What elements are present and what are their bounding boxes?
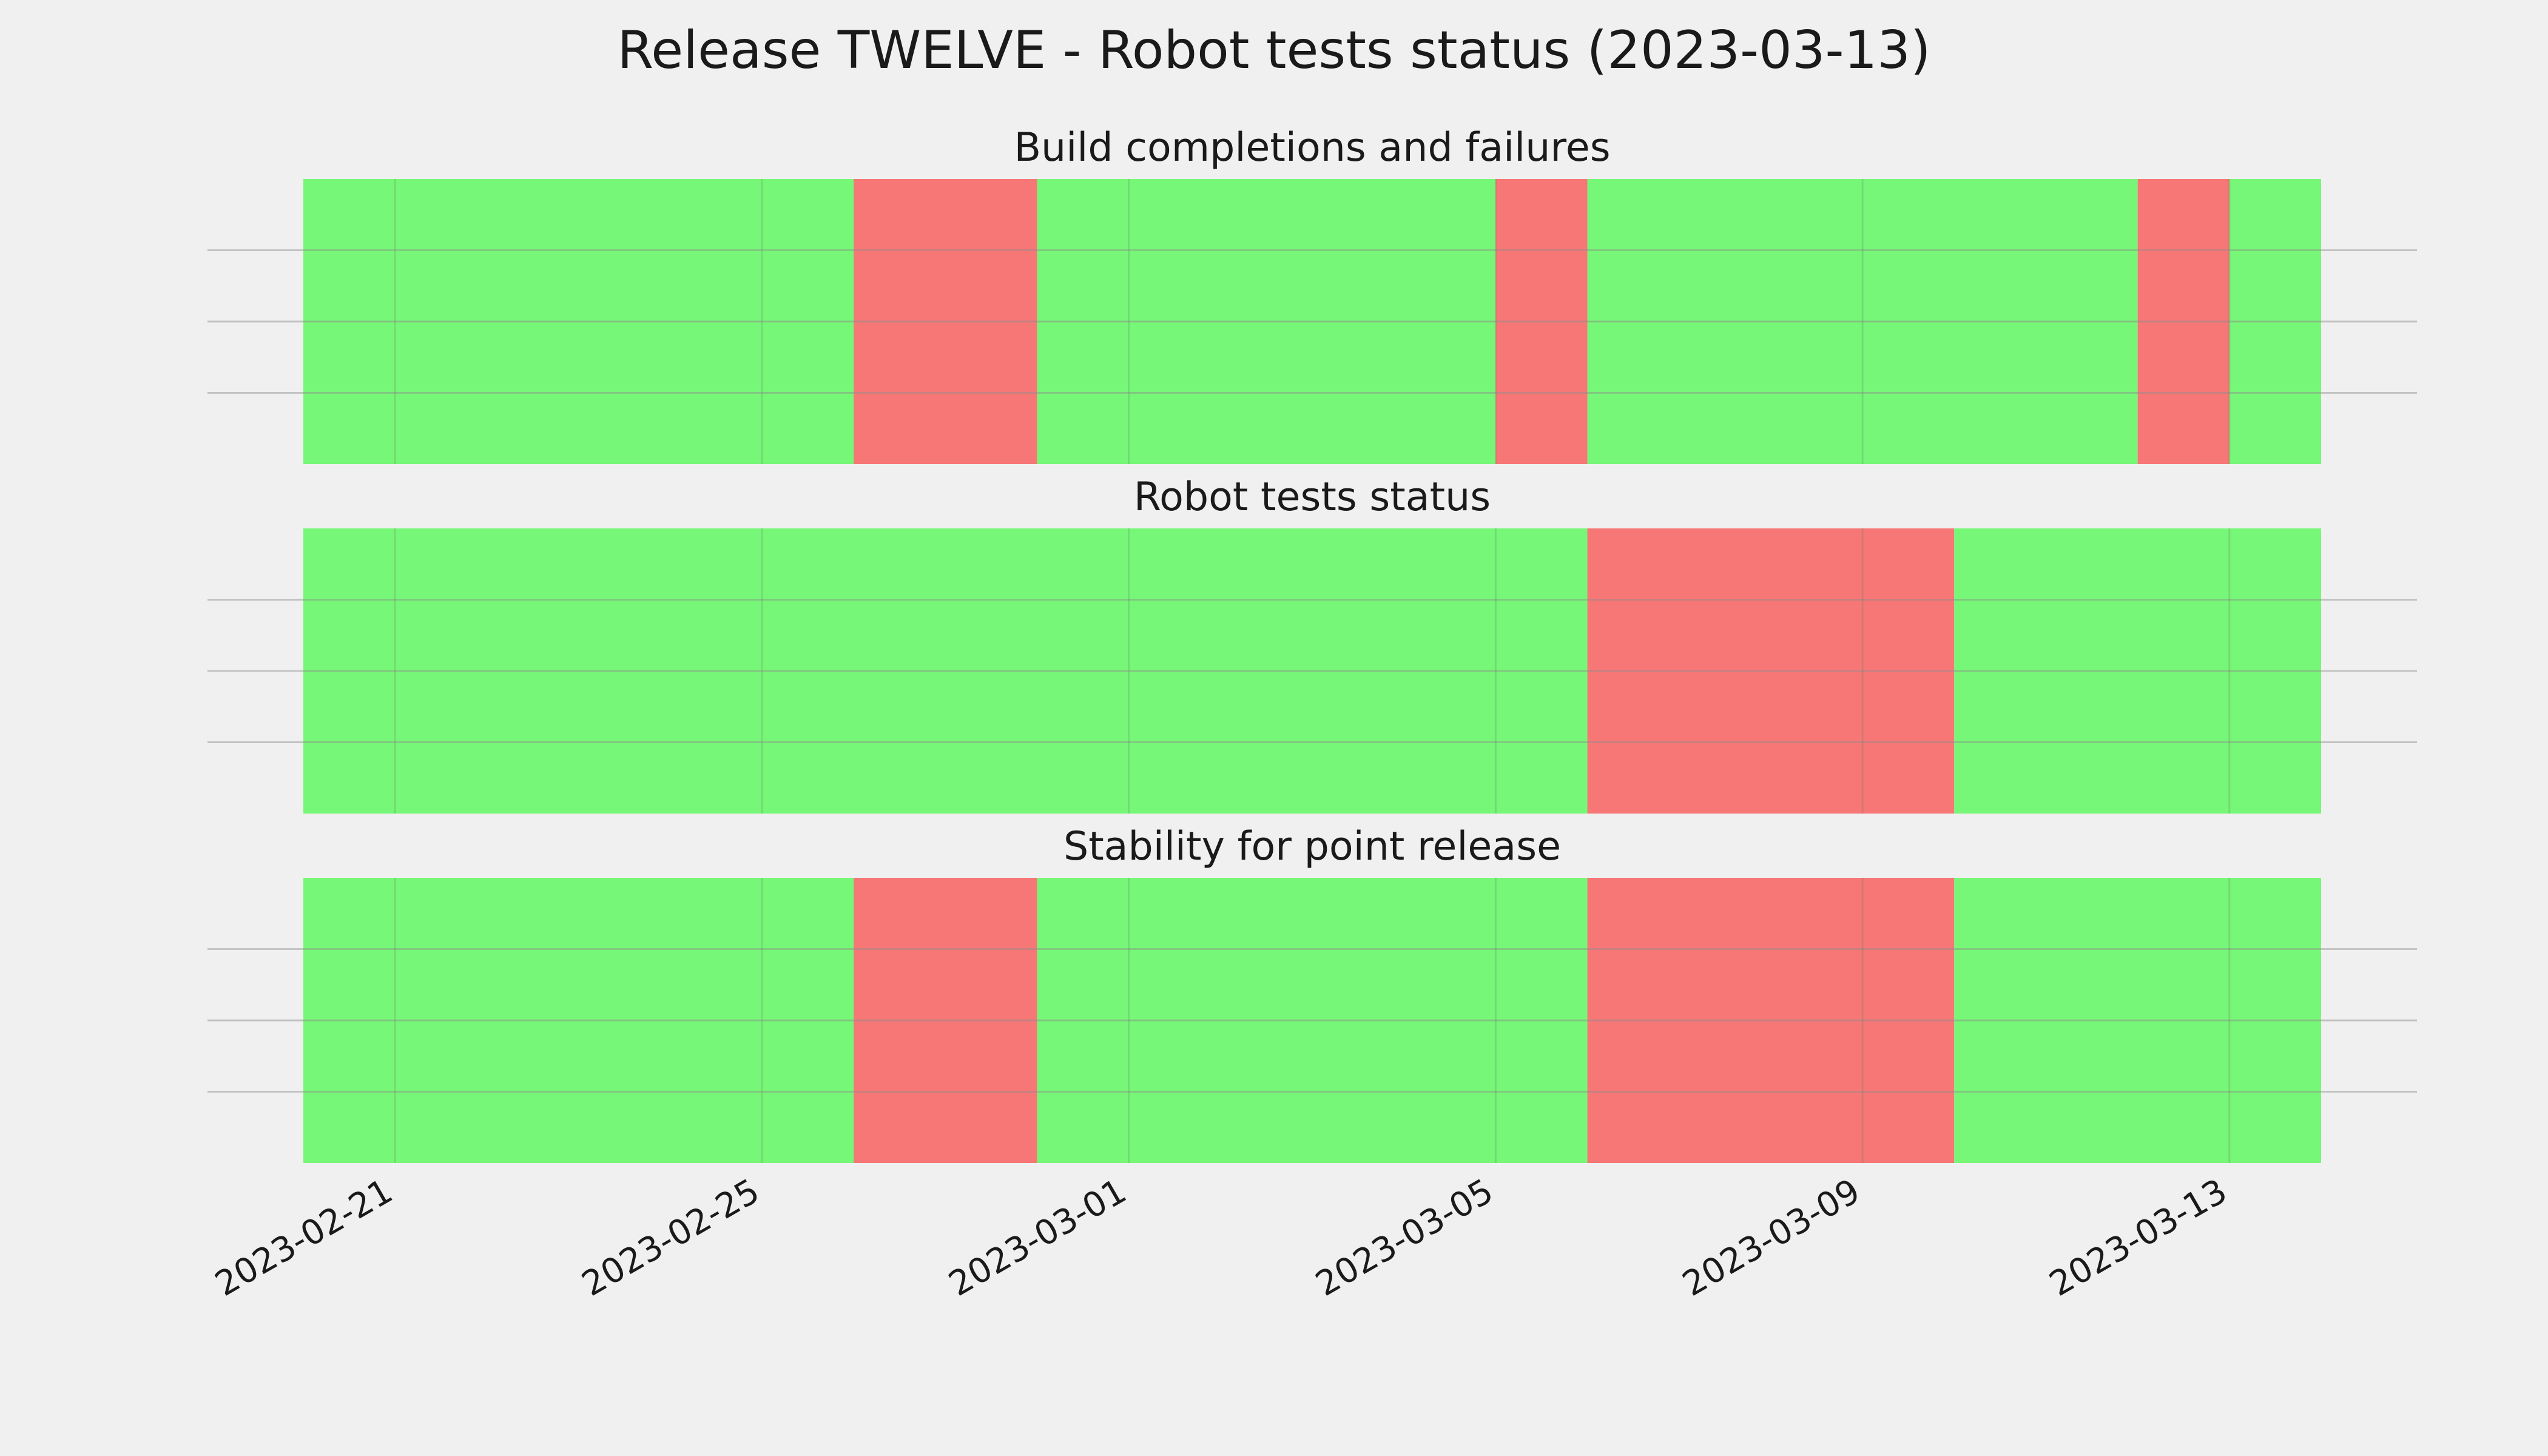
- panel-2: Robot tests status: [207, 474, 2417, 814]
- x-tick-label: 2023-03-01: [942, 1171, 1133, 1304]
- x-tick-label: 2023-02-21: [209, 1171, 399, 1304]
- segment-pass: [1954, 878, 2321, 1163]
- x-axis: 2023-02-21 2023-02-25 2023-03-01 2023-03-05…: [209, 1171, 2234, 1304]
- panel-title: Stability for point release: [1063, 824, 1561, 869]
- segment-pass: [1037, 878, 1588, 1163]
- panel-1: Build completions and failures: [207, 125, 2417, 464]
- panels-layer: Build completions and failures Robot test…: [207, 125, 2417, 1163]
- segment-fail: [854, 179, 1037, 464]
- segment-fail: [1587, 528, 1955, 814]
- x-tick-label: 2023-03-05: [1309, 1171, 1500, 1304]
- segment-pass: [1954, 528, 2321, 814]
- segment-fail: [2137, 179, 2230, 464]
- panel-title: Robot tests status: [1134, 474, 1491, 520]
- segment-pass: [303, 878, 854, 1163]
- x-tick-label: 2023-03-09: [1676, 1171, 1867, 1304]
- segment-pass: [1037, 179, 1496, 464]
- panel-title: Build completions and failures: [1014, 125, 1610, 170]
- segment-pass: [303, 528, 1588, 814]
- segment-pass: [2229, 179, 2321, 464]
- segment-fail: [854, 878, 1037, 1163]
- x-tick-label: 2023-02-25: [576, 1171, 766, 1304]
- chart-title: Release TWELVE - Robot tests status (202…: [617, 20, 1930, 81]
- x-tick-label: 2023-03-13: [2043, 1171, 2233, 1304]
- segment-fail: [1495, 179, 1588, 464]
- segment-pass: [303, 179, 854, 464]
- segment-pass: [1587, 179, 2138, 464]
- segment-fail: [1587, 878, 1955, 1163]
- panel-3: Stability for point release: [207, 824, 2417, 1163]
